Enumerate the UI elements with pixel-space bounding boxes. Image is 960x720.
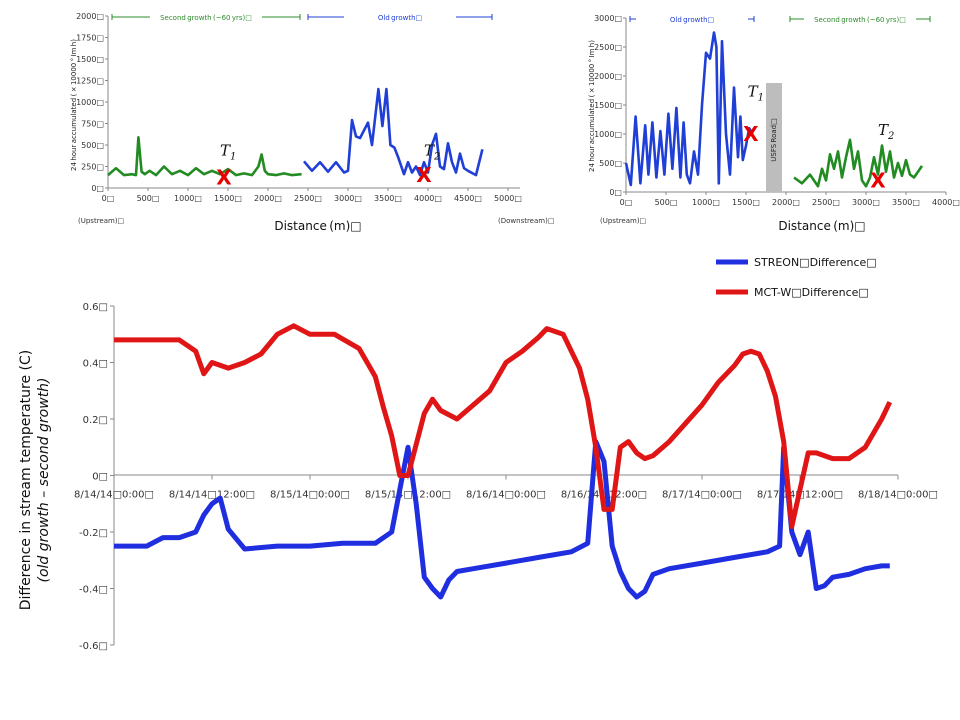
y-tick-label: 500□ (599, 159, 622, 168)
y-tick-label: -0.4□ (79, 585, 108, 596)
legend: STREON□Difference□ MCT-W□Difference□ (716, 256, 877, 299)
y-tick-label: 2000□ (594, 72, 622, 81)
x-tick-label: 8/18/14□0:00□ (858, 490, 938, 501)
y-tick-label: 0□ (91, 184, 104, 193)
y-tick-label: 0□ (609, 188, 622, 197)
y-tick-label: 750□ (81, 120, 104, 129)
y-tick-label: 3000□ (594, 14, 622, 23)
usfs-road-label: USFS Road□ (770, 118, 778, 162)
x-marker: X (743, 122, 759, 146)
x-tick-label: 500□ (655, 198, 678, 207)
x-tick-label: 5000□ (494, 194, 522, 203)
legend-label-mct: MCT-W□Difference□ (754, 286, 869, 299)
mct-w-difference-line (114, 323, 893, 529)
y-tick-label: 1000□ (594, 130, 622, 139)
x-tick-label: 3500□ (374, 194, 402, 203)
y-tick-label: 2500□ (594, 43, 622, 52)
tl-downstream-label: (Downstream)□ (498, 217, 554, 225)
x-tick-label: 3500□ (892, 198, 920, 207)
y-tick-label: 250□ (81, 163, 104, 172)
x-tick-label: 2500□ (812, 198, 840, 207)
y-tick-label: -0.6□ (79, 641, 108, 652)
x-tick-label: 0□ (620, 198, 633, 207)
zone-label: Second growth (~60 yrs)□ (160, 14, 252, 22)
y-tick-label: 0.2□ (83, 415, 108, 426)
transect-label: T1 (220, 141, 236, 162)
zone-label-bg (804, 13, 916, 24)
zone-label-bg (636, 13, 748, 24)
tl-x-label: Distance (m)□ (274, 219, 361, 233)
y-tick-label: -0.2□ (79, 528, 108, 539)
series-line-0 (107, 136, 302, 177)
tl-upstream-label: (Upstream)□ (78, 217, 124, 225)
y-tick-label: 1500□ (594, 101, 622, 110)
zone-label: Second growth (~60 yrs)□ (814, 16, 906, 24)
transect-label: T2 (424, 141, 440, 162)
x-tick-label: 4000□ (414, 194, 442, 203)
x-tick-label: 2500□ (294, 194, 322, 203)
series-line-0 (624, 31, 754, 187)
usfs-road-band (766, 83, 782, 192)
y-tick-label: 1250□ (76, 77, 104, 86)
x-tick-label: 2000□ (254, 194, 282, 203)
panel-bottom: 0.6□ 0.4□ 0.2□ 0□ -0.2□ -0.4□ -0.6□ 8/14/14□0:… (18, 256, 938, 652)
tr-y-label: 24 hour accumulated ( × 10000 ° Im h) (588, 40, 596, 172)
y-tick-label: 1000□ (76, 98, 104, 107)
x-tick-label: 1000□ (692, 198, 720, 207)
transect-label: T1 (748, 82, 764, 103)
x-marker: X (216, 166, 232, 190)
x-tick-label: 8/15/14□0:00□ (270, 490, 350, 501)
tl-y-label: 24 hour accumulated ( × 10000 ° Im h) (70, 39, 78, 171)
panel-top-right: USFS Road□ 0□ 500□ 1000□ 1500□ 2000□ 2500□ 300… (588, 13, 960, 233)
y-tick-label: 500□ (81, 141, 104, 150)
y-tick-label: 0.6□ (83, 302, 108, 313)
x-marker: X (416, 163, 432, 187)
x-tick-label: 2000□ (772, 198, 800, 207)
x-tick-label: 4000□ (932, 198, 960, 207)
zone-label: Old growth□ (670, 16, 714, 24)
bt-y-label: Difference in stream temperature (C) (18, 350, 34, 611)
x-tick-label: 8/17/14□0:00□ (662, 490, 742, 501)
x-marker: X (870, 168, 886, 192)
zone-label-bg (344, 11, 456, 22)
y-tick-label: 0.4□ (83, 359, 108, 370)
series-line-1 (303, 87, 484, 177)
y-tick-label: 1750□ (76, 34, 104, 43)
streon-difference-line (114, 439, 890, 600)
x-tick-label: 8/15/14□12:00□ (365, 490, 451, 501)
zone-label: Old growth□ (378, 14, 422, 22)
x-tick-label: 0□ (102, 194, 115, 203)
x-tick-label: 3000□ (852, 198, 880, 207)
y-tick-label: 2000□ (76, 12, 104, 21)
panel-top-left: 0□250□500□750□1000□1250□1500□1750□2000□ … (70, 11, 554, 233)
x-tick-label: 8/14/14□12:00□ (169, 490, 255, 501)
x-tick-label: 8/16/14□0:00□ (466, 490, 546, 501)
x-tick-label: 8/14/14□0:00□ (74, 490, 154, 501)
series-line-1 (793, 138, 924, 188)
y-tick-label: 1500□ (76, 55, 104, 64)
x-tick-label: 1500□ (214, 194, 242, 203)
bt-y-label-2: (old growth – second growth) (36, 377, 52, 582)
tr-x-label: Distance (m)□ (778, 219, 865, 233)
y-tick-label: 0□ (92, 472, 108, 483)
zone-label-bg (150, 11, 262, 22)
tr-upstream-label: (Upstream)□ (600, 217, 646, 225)
x-tick-label: 1000□ (174, 194, 202, 203)
legend-label-streon: STREON□Difference□ (754, 256, 877, 269)
transect-label: T2 (878, 121, 894, 142)
x-tick-label: 1500□ (732, 198, 760, 207)
x-tick-label: 3000□ (334, 194, 362, 203)
x-tick-label: 4500□ (454, 194, 482, 203)
x-tick-label: 500□ (137, 194, 160, 203)
